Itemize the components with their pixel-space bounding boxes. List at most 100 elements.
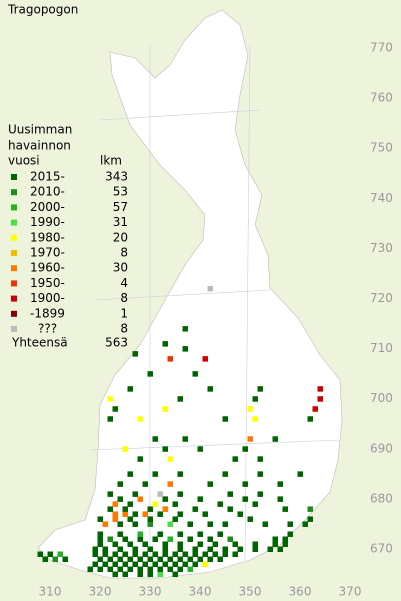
y-tick-label: 670 bbox=[370, 542, 393, 556]
legend-label: 1990- bbox=[30, 215, 65, 229]
grid-square bbox=[237, 511, 243, 517]
grid-square bbox=[117, 531, 123, 537]
grid-square bbox=[277, 496, 283, 502]
grid-square bbox=[252, 396, 258, 402]
grid-square bbox=[227, 536, 233, 542]
legend-count: 4 bbox=[120, 276, 128, 290]
y-tick-label: 680 bbox=[370, 491, 393, 505]
x-tick-label: 340 bbox=[189, 585, 212, 599]
grid-square bbox=[92, 546, 98, 552]
grid-square bbox=[172, 516, 178, 522]
legend-count: 57 bbox=[113, 200, 128, 214]
grid-square bbox=[162, 406, 168, 412]
grid-square bbox=[97, 556, 103, 563]
grid-square bbox=[127, 541, 133, 547]
grid-square bbox=[117, 546, 123, 552]
y-tick-label: 710 bbox=[370, 341, 393, 355]
grid-square bbox=[62, 556, 68, 563]
grid-square bbox=[197, 556, 203, 563]
legend-swatch bbox=[11, 219, 17, 226]
legend-count: 8 bbox=[120, 291, 128, 305]
grid-square bbox=[112, 516, 118, 522]
grid-square bbox=[137, 456, 143, 462]
grid-square bbox=[252, 416, 258, 422]
grid-square bbox=[187, 521, 193, 527]
grid-square bbox=[217, 501, 223, 507]
grid-square bbox=[172, 561, 178, 568]
grid-square bbox=[107, 536, 113, 542]
grid-square bbox=[127, 516, 133, 522]
legend-label: ??? bbox=[38, 322, 57, 336]
grid-square bbox=[132, 521, 138, 527]
legend-heading: Uusimman bbox=[8, 123, 72, 137]
grid-square bbox=[252, 546, 258, 552]
grid-square bbox=[142, 551, 148, 558]
grid-square bbox=[112, 501, 118, 507]
grid-square bbox=[107, 491, 113, 497]
grid-square bbox=[147, 516, 153, 522]
grid-square bbox=[197, 446, 203, 452]
grid-square bbox=[197, 541, 203, 547]
legend-heading: vuosi bbox=[8, 154, 40, 168]
grid-square bbox=[157, 556, 163, 563]
grid-square bbox=[97, 536, 103, 542]
legend-label: 1980- bbox=[30, 230, 65, 244]
y-tick-label: 690 bbox=[370, 441, 393, 455]
grid-square bbox=[207, 386, 213, 392]
grid-square bbox=[137, 416, 143, 422]
grid-square bbox=[202, 551, 208, 558]
y-tick-label: 740 bbox=[370, 191, 393, 205]
grid-square bbox=[222, 416, 228, 422]
grid-square bbox=[107, 396, 113, 402]
grid-square bbox=[232, 456, 238, 462]
grid-square bbox=[167, 356, 173, 362]
grid-square bbox=[162, 551, 168, 558]
grid-square bbox=[132, 551, 138, 558]
grid-square bbox=[147, 556, 153, 563]
grid-square bbox=[277, 481, 283, 487]
grid-square bbox=[37, 551, 43, 558]
grid-square bbox=[212, 541, 218, 547]
grid-square bbox=[117, 521, 123, 527]
grid-square bbox=[167, 521, 173, 527]
graticule bbox=[89, 44, 341, 578]
grid-square bbox=[232, 551, 238, 558]
grid-square bbox=[212, 551, 218, 558]
legend-swatch bbox=[11, 204, 17, 211]
grid-square bbox=[187, 536, 193, 542]
legend-label: 1950- bbox=[30, 276, 65, 290]
grid-square bbox=[222, 471, 228, 477]
grid-square bbox=[127, 556, 133, 563]
grid-square bbox=[157, 511, 163, 517]
grid-square bbox=[217, 556, 223, 563]
grid-square bbox=[222, 521, 228, 527]
grid-square bbox=[167, 456, 173, 462]
grid-square bbox=[117, 481, 123, 487]
grid-square bbox=[172, 551, 178, 558]
grid-square bbox=[307, 506, 313, 512]
grid-square bbox=[257, 491, 263, 497]
grid-square bbox=[192, 561, 198, 568]
grid-square bbox=[227, 506, 233, 512]
grid-square bbox=[262, 521, 268, 527]
grid-square bbox=[122, 561, 128, 568]
legend-swatch bbox=[11, 310, 17, 317]
grid-square bbox=[192, 506, 198, 512]
grid-square bbox=[107, 506, 113, 512]
y-tick-label: 770 bbox=[370, 41, 393, 55]
x-tick-label: 320 bbox=[89, 585, 112, 599]
grid-square bbox=[182, 436, 188, 442]
grid-square bbox=[242, 496, 248, 502]
grid-square bbox=[142, 511, 148, 517]
grid-square bbox=[127, 566, 133, 573]
grid-square bbox=[97, 566, 103, 573]
y-tick-label: 760 bbox=[370, 91, 393, 105]
grid-square bbox=[137, 571, 143, 578]
legend-label: 1970- bbox=[30, 246, 65, 260]
grid-square bbox=[242, 446, 248, 452]
grid-square bbox=[282, 536, 288, 542]
grid-square bbox=[122, 536, 128, 542]
y-tick-label: 720 bbox=[370, 291, 393, 305]
grid-square bbox=[177, 511, 183, 517]
